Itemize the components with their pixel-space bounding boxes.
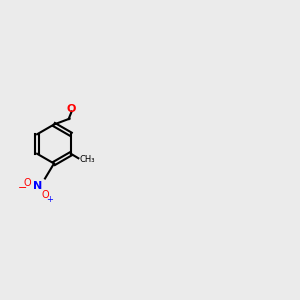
Text: CH₃: CH₃ [80, 155, 95, 164]
Text: −: − [18, 182, 27, 193]
Text: O: O [23, 178, 31, 188]
Text: O: O [67, 103, 76, 113]
Text: N: N [33, 181, 42, 191]
Text: +: + [46, 195, 53, 204]
Text: O: O [41, 190, 49, 200]
